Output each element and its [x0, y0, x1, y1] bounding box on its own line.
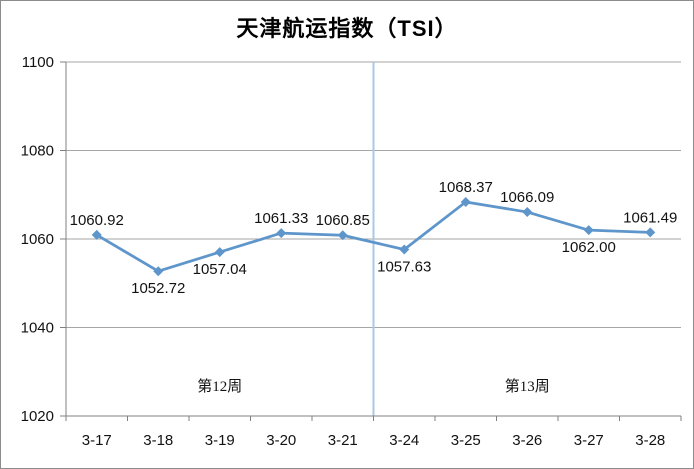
data-point-marker [460, 196, 471, 207]
data-point-label: 1057.04 [193, 261, 247, 278]
y-tick-label: 1020 [21, 408, 54, 425]
data-point-marker [399, 244, 410, 255]
data-point-label: 1062.00 [562, 239, 616, 256]
data-point-marker [276, 228, 287, 239]
data-point-marker [522, 207, 533, 218]
chart-title: 天津航运指数（TSI） [236, 16, 458, 41]
data-point-marker [214, 247, 225, 258]
x-tick-label: 3-25 [451, 432, 481, 449]
data-point-label: 1061.49 [623, 209, 677, 226]
data-point-label: 1068.37 [439, 179, 493, 196]
x-tick-label: 3-24 [389, 432, 419, 449]
y-tick-label: 1100 [22, 54, 54, 71]
x-tick-label: 3-18 [143, 432, 173, 449]
series-line [95, 200, 652, 273]
data-point-marker [91, 229, 102, 240]
data-point-label: 1066.09 [500, 189, 554, 206]
y-tick-label: 1040 [21, 320, 54, 337]
data-point-marker [583, 225, 594, 236]
data-point-marker [337, 230, 348, 241]
x-tick-label: 3-21 [328, 432, 358, 449]
data-point-marker [645, 227, 656, 238]
x-tick-label: 3-20 [266, 432, 296, 449]
data-point-label: 1060.85 [316, 212, 370, 229]
data-point-marker [153, 266, 164, 277]
data-point-label: 1052.72 [131, 280, 185, 297]
x-tick-label: 3-28 [635, 432, 665, 449]
week-label: 第12周 [197, 377, 242, 395]
data-point-label: 1060.92 [70, 212, 124, 229]
x-tick-label: 3-26 [512, 432, 542, 449]
y-tick-label: 1060 [21, 231, 54, 248]
x-tick-label: 3-27 [574, 432, 604, 449]
y-tick-label: 1080 [21, 143, 54, 160]
data-point-label: 1061.33 [254, 210, 308, 227]
x-tick-label: 3-17 [82, 432, 112, 449]
x-tick-label: 3-19 [205, 432, 235, 449]
data-point-label: 1057.63 [377, 258, 431, 275]
week-label: 第13周 [505, 377, 550, 395]
